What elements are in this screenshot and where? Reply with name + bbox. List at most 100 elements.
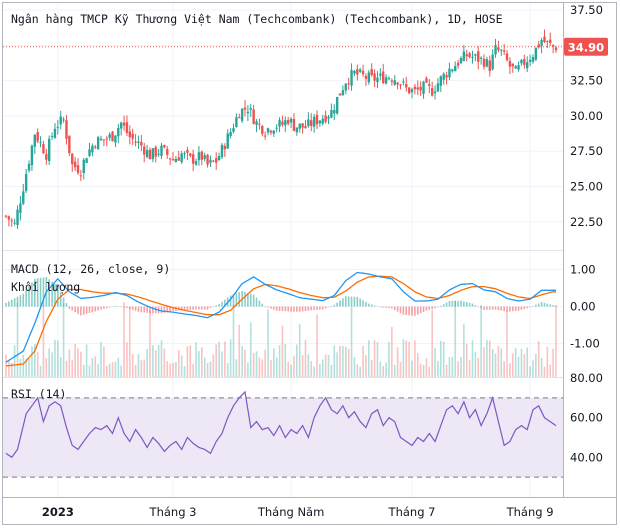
macd-histogram-bar	[80, 306, 82, 316]
candle-body	[117, 127, 120, 137]
candle-body	[295, 127, 299, 133]
macd-histogram-bar	[546, 303, 549, 307]
candle-body	[494, 45, 497, 55]
macd-histogram-bar	[431, 306, 433, 309]
volume-bar	[290, 364, 292, 377]
macd-histogram-bar	[474, 305, 477, 307]
macd-histogram-bar	[442, 304, 445, 307]
candle-body	[399, 84, 402, 86]
candle-body	[203, 155, 206, 159]
price-tick-label: 25.00	[570, 179, 603, 193]
macd-histogram-bar	[100, 306, 102, 310]
volume-bar	[298, 324, 301, 377]
volume-bar	[440, 340, 442, 377]
volume-bar	[206, 363, 209, 377]
volume-bar	[209, 361, 212, 377]
macd-histogram-bar	[368, 303, 370, 307]
macd-histogram-bar	[497, 306, 500, 311]
macd-histogram-bar	[267, 306, 269, 308]
macd-histogram-bar	[264, 306, 266, 308]
macd-histogram-bar	[247, 292, 249, 307]
volume-bar	[212, 354, 215, 377]
macd-histogram-bar	[103, 306, 105, 309]
volume-bar	[385, 362, 387, 377]
candle-body	[229, 131, 232, 136]
macd-histogram-bar	[255, 297, 258, 307]
macd-histogram-bar	[526, 306, 529, 309]
macd-histogram-bar	[460, 300, 462, 307]
candle-body	[358, 69, 362, 72]
macd-histogram-bar	[480, 306, 482, 309]
chart-frame	[2, 2, 617, 525]
candle-body	[526, 62, 529, 69]
candle-body	[99, 138, 103, 141]
candle-body	[4, 215, 8, 217]
candle-body	[27, 163, 31, 171]
volume-bar	[39, 365, 42, 377]
candle-body	[419, 86, 422, 91]
volume-bar	[477, 357, 480, 377]
candle-body	[465, 54, 468, 57]
volume-bar	[445, 364, 448, 377]
volume-bar	[448, 357, 451, 377]
volume-bar	[221, 351, 223, 377]
candle-body	[485, 59, 489, 67]
candle-body	[367, 72, 371, 83]
macd-histogram-bar	[25, 289, 27, 307]
volume-bar	[8, 361, 10, 377]
volume-bar	[85, 344, 88, 377]
candle-body	[157, 153, 160, 155]
volume-bar	[117, 357, 120, 377]
macd-histogram-bar	[273, 306, 275, 310]
volume-bar	[166, 361, 169, 377]
macd-histogram-bar	[537, 303, 540, 307]
volume-bar	[270, 359, 272, 377]
time-tick-label: Tháng 7	[388, 505, 436, 519]
candle-body	[523, 59, 526, 65]
macd-histogram-bar	[94, 306, 97, 312]
volume-bar	[468, 360, 471, 377]
volume-bar	[123, 302, 125, 377]
candle-body	[350, 70, 353, 86]
macd-histogram-bar	[108, 306, 111, 308]
volume-bar	[229, 339, 232, 377]
macd-histogram-bar	[437, 306, 439, 308]
macd-histogram-bar	[523, 306, 526, 309]
macd-histogram-bar	[169, 306, 171, 312]
volume-bar	[224, 341, 226, 377]
candle-body	[10, 220, 13, 222]
volume-bar	[471, 340, 474, 377]
volume-bar	[535, 353, 537, 377]
macd-histogram-bar	[540, 302, 543, 307]
volume-bar	[313, 366, 315, 377]
macd-histogram-bar	[146, 306, 148, 313]
volume-bar	[503, 360, 505, 377]
macd-histogram-bar	[140, 306, 143, 313]
candle-body	[422, 81, 425, 94]
time-tick-label: Tháng 3	[149, 505, 197, 519]
volume-bar	[57, 340, 59, 377]
volume-bar	[91, 358, 94, 377]
volume-bar	[71, 359, 74, 377]
candle-body	[140, 141, 143, 146]
macd-histogram-bar	[509, 306, 511, 312]
candle-body	[425, 78, 428, 83]
candle-body	[249, 108, 252, 110]
macd-histogram-bar	[393, 306, 396, 311]
candle-body	[327, 116, 330, 119]
candle-body	[393, 80, 396, 85]
macd-histogram-bar	[120, 306, 122, 308]
macd-histogram-bar	[284, 306, 287, 312]
candle-body	[471, 56, 474, 58]
macd-histogram-bar	[500, 306, 503, 311]
volume-bar	[293, 355, 295, 377]
candle-body	[36, 132, 39, 142]
candle-body	[462, 51, 466, 61]
macd-histogram-bar	[408, 306, 410, 316]
volume-bar	[442, 341, 445, 377]
volume-bar	[552, 348, 554, 377]
candle-body	[19, 203, 22, 213]
volume-bar	[77, 348, 79, 377]
candle-body	[428, 84, 431, 86]
